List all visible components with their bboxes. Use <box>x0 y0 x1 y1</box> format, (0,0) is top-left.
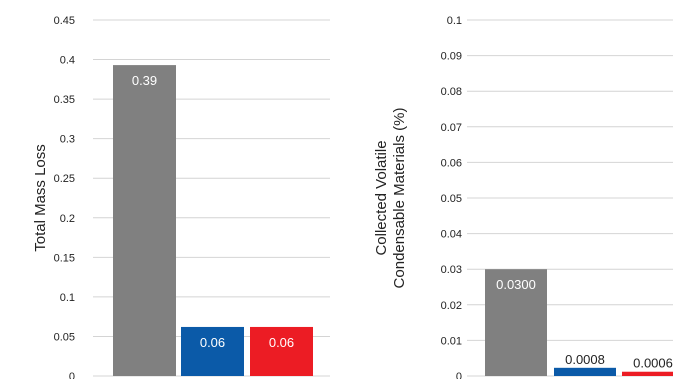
y-tick-label: 0.02 <box>441 300 462 312</box>
y-tick-label: 0.35 <box>54 94 75 106</box>
y-tick-label: 0.09 <box>441 51 462 63</box>
bar <box>622 371 673 376</box>
data-label: 0.0300 <box>496 277 536 292</box>
y-tick-label: 0.1 <box>60 292 75 304</box>
y-axis-title: Collected VolatileCondensable Materials … <box>373 108 408 289</box>
data-label: 0.39 <box>132 73 157 88</box>
y-axis-title-line: Collected Volatile <box>373 140 390 255</box>
y-tick-label: 0.07 <box>441 122 462 134</box>
y-tick-label: 0.25 <box>54 173 75 185</box>
bar <box>554 367 616 376</box>
y-tick-label: 0.1 <box>447 15 462 27</box>
data-label: 0.0008 <box>565 352 605 367</box>
y-tick-label: 0.08 <box>441 86 462 98</box>
y-tick-label: 0.4 <box>60 55 75 67</box>
y-tick-label: 0.01 <box>441 335 462 347</box>
y-tick-label: 0.3 <box>60 134 75 146</box>
y-tick-label: 0.03 <box>441 264 462 276</box>
y-tick-label: 0 <box>456 371 462 379</box>
y-axis-title: Total Mass Loss <box>32 144 49 252</box>
bar <box>485 269 547 376</box>
y-axis-title-line: Condensable Materials (%) <box>391 108 408 289</box>
y-tick-label: 0.05 <box>441 193 462 205</box>
y-axis-title-line: Total Mass Loss <box>32 144 49 252</box>
y-tick-label: 0.15 <box>54 252 75 264</box>
data-label: 0.06 <box>269 335 294 350</box>
y-tick-label: 0.45 <box>54 15 75 27</box>
y-tick-label: 0.05 <box>54 331 75 343</box>
y-tick-label: 0.2 <box>60 213 75 225</box>
bar <box>181 326 244 376</box>
data-label: 0.06 <box>200 335 225 350</box>
chart-panel-2: 0 0.01 0.02 0.03 0.04 0.05 0.06 0.07 0.08 0.09 0.1… <box>373 15 673 379</box>
chart-panel-1: 0 0.05 0.1 0.15 0.2 0.25 0.3 0.35 0.4 0.45 0.39 0.0… <box>32 15 330 379</box>
y-tick-label: 0.06 <box>441 157 462 169</box>
bar <box>113 65 176 377</box>
y-tick-label: 0.04 <box>441 229 462 241</box>
data-label: 0.0006 <box>633 356 673 371</box>
y-tick-label: 0 <box>69 371 75 379</box>
bar <box>250 326 313 376</box>
